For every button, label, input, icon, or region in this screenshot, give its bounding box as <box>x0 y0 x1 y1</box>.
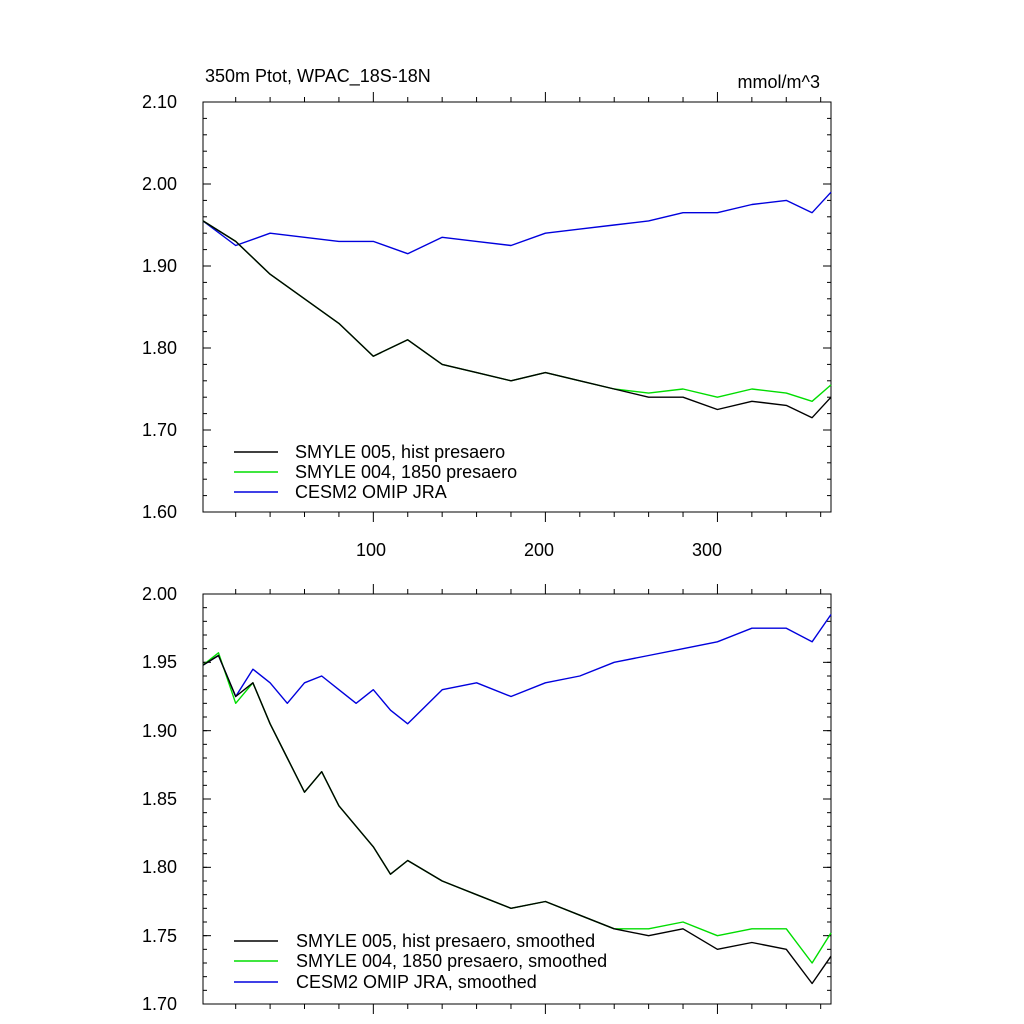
series-line-cesm2-omip-jra-smoothed <box>202 614 832 725</box>
y-tick-label: 2.00 <box>142 174 177 194</box>
y-tick-label: 1.85 <box>142 789 177 809</box>
y-tick-label: 1.90 <box>142 256 177 276</box>
series-line-smyle-005-hist-presaero <box>202 220 832 419</box>
series-line-smyle-004-1850-presaero-smoothed <box>202 652 832 964</box>
top-y-tick-labels: 2.10 2.00 1.90 1.80 1.70 1.60 <box>142 92 177 522</box>
y-tick-label: 1.95 <box>142 652 177 672</box>
x-tick-label: 300 <box>692 540 722 560</box>
y-tick-label: 1.70 <box>142 420 177 440</box>
series-line-cesm2-omip-jra <box>202 191 832 255</box>
legend-label: SMYLE 004, 1850 presaero, smoothed <box>296 951 607 971</box>
y-tick-label: 1.60 <box>142 502 177 522</box>
y-tick-label: 2.10 <box>142 92 177 112</box>
top-panel-title: 350m Ptot, WPAC_18S-18N <box>205 66 431 87</box>
bottom-y-tick-labels: 2.00 1.95 1.90 1.85 1.80 1.75 1.70 <box>142 584 177 1014</box>
x-tick-label: 200 <box>524 540 554 560</box>
bottom-panel: 2.00 1.95 1.90 1.85 1.80 1.75 1.70 SMYLE… <box>142 584 832 1014</box>
top-panel-units: mmol/m^3 <box>738 72 820 92</box>
y-tick-label: 1.90 <box>142 721 177 741</box>
y-tick-label: 1.80 <box>142 857 177 877</box>
legend-label: CESM2 OMIP JRA <box>295 482 447 502</box>
legend-label: SMYLE 005, hist presaero <box>295 442 505 462</box>
y-tick-label: 1.70 <box>142 994 177 1014</box>
legend-label: SMYLE 005, hist presaero, smoothed <box>296 931 595 951</box>
top-panel: 350m Ptot, WPAC_18S-18N mmol/m^3 2.10 2.… <box>142 66 832 560</box>
series-line-smyle-004-1850-presaero <box>202 220 832 402</box>
top-plot-frame <box>202 101 832 513</box>
series-line-smyle-005-hist-presaero-smoothed <box>202 654 832 985</box>
y-tick-label: 1.75 <box>142 926 177 946</box>
y-tick-label: 1.80 <box>142 338 177 358</box>
legend-label: CESM2 OMIP JRA, smoothed <box>296 972 537 992</box>
bottom-series-group <box>202 614 832 985</box>
x-tick-label: 100 <box>356 540 386 560</box>
top-series-group <box>202 191 832 419</box>
top-x-tick-labels: 100 200 300 <box>356 540 722 560</box>
bottom-legend: SMYLE 005, hist presaero, smoothed SMYLE… <box>234 931 607 992</box>
y-tick-label: 2.00 <box>142 584 177 604</box>
legend-label: SMYLE 004, 1850 presaero <box>295 462 517 482</box>
top-axis-ticks <box>203 92 831 522</box>
bottom-axis-ticks <box>203 584 831 1014</box>
top-legend: SMYLE 005, hist presaero SMYLE 004, 1850… <box>234 442 517 502</box>
